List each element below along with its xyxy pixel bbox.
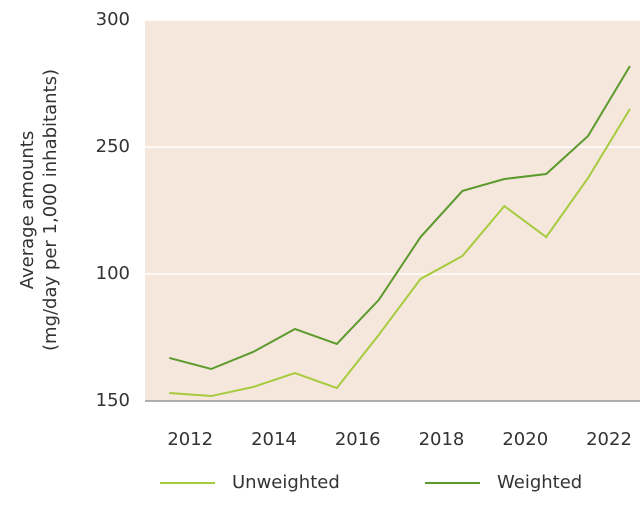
series-line (169, 65, 631, 371)
y-tick-label: 150 (96, 390, 130, 411)
x-tick-label: 2014 (251, 429, 297, 450)
x-tick-label: 2020 (502, 429, 548, 450)
y-tick-label: 100 (96, 263, 130, 284)
y-axis-label: (mg/day per 1,000 inhabitants) (40, 69, 61, 351)
legend-label: Weighted (497, 472, 582, 493)
x-tick-label: 2022 (586, 429, 632, 450)
x-tick-label: 2016 (335, 429, 381, 450)
y-tick-label: 300 (96, 9, 130, 30)
x-tick-label: 2012 (167, 429, 213, 450)
legend-label: Unweighted (232, 472, 340, 493)
y-axis-label: Average amounts (17, 131, 38, 289)
y-tick-label: 250 (96, 136, 130, 157)
x-tick-label: 2018 (419, 429, 465, 450)
series-line (169, 108, 631, 398)
plot-background (145, 20, 640, 401)
